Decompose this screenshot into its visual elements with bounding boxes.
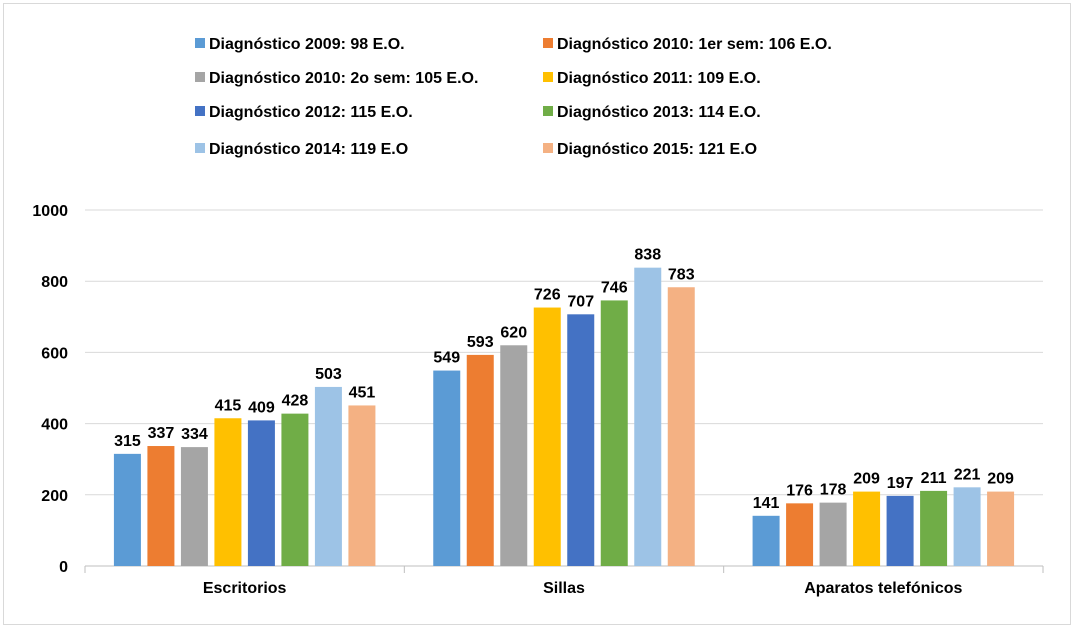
legend-swatch: [543, 143, 553, 153]
data-label: 209: [987, 471, 1014, 488]
bar: [987, 491, 1015, 566]
legend-label: Diagnóstico 2013: 114 E.O.: [557, 104, 761, 121]
data-label: 707: [567, 293, 594, 310]
legend-label: Diagnóstico 2014: 119 E.O: [209, 141, 408, 158]
bar: [853, 491, 881, 566]
legend-label: Diagnóstico 2010: 2o sem: 105 E.O.: [209, 70, 478, 87]
legend-item: Diagnóstico 2013: 114 E.O.: [543, 104, 761, 121]
x-axis-categories: Escritorios Sillas Aparatos telefónicos: [203, 580, 963, 597]
legend-item: Diagnóstico 2015: 121 E.O: [543, 141, 757, 158]
legend-item: Diagnóstico 2014: 119 E.O: [195, 141, 408, 158]
legend-item: Diagnóstico 2012: 115 E.O.: [195, 104, 413, 121]
data-label: 746: [601, 279, 628, 296]
x-category-label: Sillas: [543, 580, 585, 597]
legend-swatch: [543, 38, 553, 48]
legend-label: Diagnóstico 2009: 98 E.O.: [209, 36, 405, 53]
y-tick-label: 1000: [32, 203, 68, 220]
bar: [886, 495, 914, 566]
bar: [348, 405, 376, 566]
bar: [667, 287, 695, 566]
y-tick-label: 400: [41, 417, 68, 434]
y-tick-label: 800: [41, 274, 68, 291]
legend-swatch: [195, 72, 205, 82]
bar: [634, 267, 662, 566]
data-label: 334: [181, 426, 208, 443]
data-label: 221: [954, 466, 981, 483]
bar: [247, 420, 275, 566]
data-label: 415: [215, 397, 242, 414]
bar: [281, 413, 309, 566]
bar: [953, 487, 981, 566]
legend-label: Diagnóstico 2010: 1er sem: 106 E.O.: [557, 36, 832, 53]
data-label: 197: [887, 475, 914, 492]
x-category-label: Aparatos telefónicos: [804, 580, 962, 597]
data-label: 176: [786, 482, 813, 499]
data-label: 409: [248, 399, 275, 416]
legend-item: Diagnóstico 2010: 1er sem: 106 E.O.: [543, 36, 832, 53]
bar: [214, 418, 242, 566]
legend-item: Diagnóstico 2010: 2o sem: 105 E.O.: [195, 70, 478, 87]
data-label: 428: [282, 393, 309, 410]
y-tick-label: 200: [41, 488, 68, 505]
data-label: 838: [634, 247, 661, 264]
bars: [113, 267, 1015, 566]
y-tick-label: 600: [41, 345, 68, 362]
data-label: 451: [349, 384, 376, 401]
legend: Diagnóstico 2009: 98 E.O. Diagnóstico 201…: [195, 36, 832, 158]
bar: [180, 447, 208, 566]
bar: [314, 386, 342, 566]
legend-swatch: [543, 106, 553, 116]
x-category-label: Escritorios: [203, 580, 287, 597]
legend-swatch: [195, 106, 205, 116]
legend-label: Diagnóstico 2011: 109 E.O.: [557, 70, 761, 87]
gridlines: [84, 209, 1044, 573]
y-axis-ticks: 0 200 400 600 800 1000: [32, 203, 68, 576]
bar: [786, 503, 814, 566]
data-label: 503: [315, 366, 342, 383]
data-label: 315: [114, 433, 141, 450]
legend-item: Diagnóstico 2011: 109 E.O.: [543, 70, 761, 87]
bar: [752, 515, 780, 566]
bar: [500, 345, 528, 566]
data-label: 337: [148, 425, 175, 442]
data-label: 209: [853, 471, 880, 488]
bar: [533, 307, 561, 566]
bar: [600, 300, 628, 566]
legend-swatch: [543, 72, 553, 82]
data-labels: 315 337 334 415 409 428 503 451 549 593 620 726 707 7…: [114, 247, 1014, 512]
data-label: 141: [753, 495, 780, 512]
data-label: 549: [433, 350, 460, 367]
y-tick-label: 0: [59, 559, 68, 576]
data-label: 593: [467, 334, 494, 351]
data-label: 783: [668, 266, 695, 283]
legend-label: Diagnóstico 2012: 115 E.O.: [209, 104, 413, 121]
bar: [819, 502, 847, 566]
bar: [147, 446, 175, 566]
legend-swatch: [195, 38, 205, 48]
data-label: 620: [500, 324, 527, 341]
bar: [113, 453, 141, 566]
data-label: 211: [921, 470, 947, 487]
bar: [920, 490, 948, 566]
legend-label: Diagnóstico 2015: 121 E.O: [557, 141, 757, 158]
bar: [466, 354, 494, 566]
data-label: 726: [534, 287, 561, 304]
bar: [433, 370, 461, 566]
data-label: 178: [820, 482, 847, 499]
bar: [567, 314, 595, 566]
legend-swatch: [195, 143, 205, 153]
legend-item: Diagnóstico 2009: 98 E.O.: [195, 36, 405, 53]
